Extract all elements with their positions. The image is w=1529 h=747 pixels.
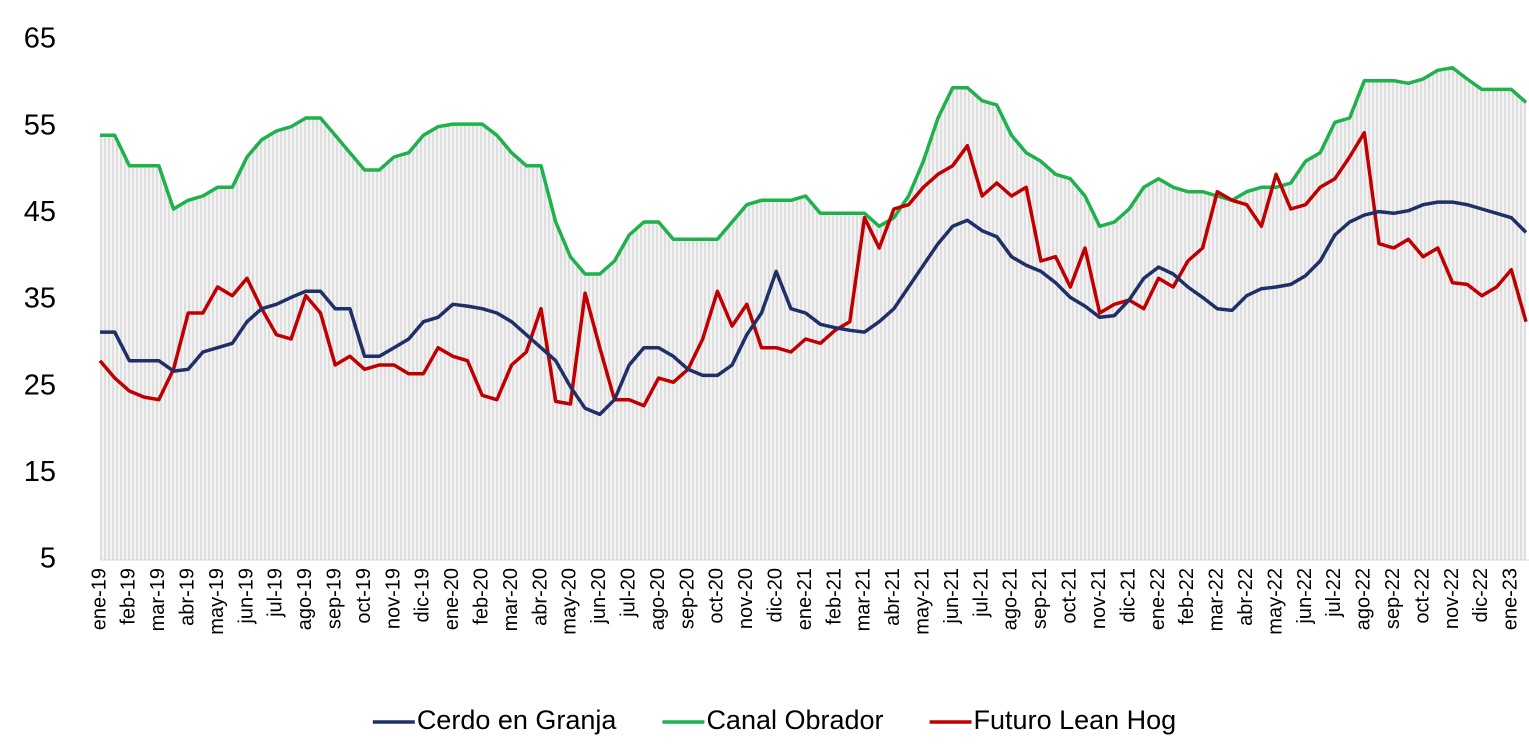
x-tick-label: ago-21 <box>1000 568 1022 630</box>
x-tick-label: ene-20 <box>441 568 463 630</box>
legend-label: Canal Obrador <box>706 705 883 735</box>
x-tick-label: feb-19 <box>118 568 140 625</box>
x-tick-label: abr-21 <box>882 568 904 626</box>
x-tick-label: mar-20 <box>500 568 522 631</box>
x-tick-label: may-19 <box>206 568 228 635</box>
series-line <box>100 65 1528 276</box>
y-tick-label: 15 <box>24 456 56 488</box>
x-tick-label: feb-22 <box>1176 568 1198 625</box>
x-tick-label: dic-21 <box>1117 568 1139 622</box>
x-tick-label: jul-20 <box>618 568 640 618</box>
series-line <box>100 200 1528 417</box>
x-tick-label: oct-19 <box>353 568 375 624</box>
x-tick-label: ene-22 <box>1147 568 1169 630</box>
x-tick-label: may-22 <box>1264 568 1286 635</box>
x-tick-label: jun-22 <box>1294 568 1316 625</box>
legend-label: Cerdo en Granja <box>417 705 618 735</box>
x-tick-label: mar-19 <box>147 568 169 631</box>
x-tick-label: dic-19 <box>412 568 434 622</box>
x-tick-label: jul-19 <box>265 568 287 618</box>
x-tick-label: jun-21 <box>941 568 963 625</box>
x-tick-label: ago-19 <box>294 568 316 630</box>
x-tick-label: ene-23 <box>1500 568 1522 630</box>
x-tick-label: jul-21 <box>970 568 992 618</box>
x-tick-label: nov-20 <box>735 568 757 629</box>
y-tick-label: 55 <box>24 109 56 141</box>
x-tick-label: jun-20 <box>588 568 610 625</box>
x-tick-label: mar-22 <box>1206 568 1228 631</box>
area-fill <box>100 67 1526 560</box>
x-tick-label: ago-20 <box>647 568 669 630</box>
x-tick-label: abr-22 <box>1235 568 1257 626</box>
x-tick-label: ene-21 <box>794 568 816 630</box>
x-tick-label: sep-19 <box>323 568 345 629</box>
legend: Cerdo en Granja Canal Obrador Futuro Lean … <box>372 705 1177 735</box>
legend-label: Futuro Lean Hog <box>974 705 1177 735</box>
x-tick-label: dic-22 <box>1470 568 1492 622</box>
x-tick-label: oct-20 <box>706 568 728 624</box>
x-tick-label: jul-22 <box>1323 568 1345 618</box>
x-tick-label: oct-21 <box>1059 568 1081 624</box>
x-tick-label: sep-22 <box>1382 568 1404 629</box>
x-tick-label: oct-22 <box>1411 568 1433 624</box>
x-tick-label: nov-21 <box>1088 568 1110 629</box>
x-tick-label: feb-20 <box>471 568 493 625</box>
x-tick-label: sep-21 <box>1029 568 1051 629</box>
x-tick-label: abr-20 <box>529 568 551 626</box>
x-tick-label: ene-19 <box>88 568 110 630</box>
series-line <box>98 130 1528 408</box>
x-tick-label: jun-19 <box>235 568 257 625</box>
y-tick-label: 25 <box>24 369 56 401</box>
y-tick-label: 35 <box>24 283 56 315</box>
y-tick-label: 45 <box>24 196 56 228</box>
x-tick-label: feb-21 <box>823 568 845 625</box>
x-tick-label: may-20 <box>559 568 581 635</box>
x-tick-label: dic-20 <box>765 568 787 622</box>
x-tick-label: ago-22 <box>1353 568 1375 630</box>
x-tick-label: mar-21 <box>853 568 875 631</box>
y-tick-label: 65 <box>24 23 56 55</box>
x-tick-label: may-21 <box>912 568 934 635</box>
x-tick-label: abr-19 <box>176 568 198 626</box>
x-tick-label: sep-20 <box>676 568 698 629</box>
x-tick-label: nov-19 <box>382 568 404 629</box>
y-tick-label: 5 <box>40 543 56 575</box>
x-tick-label: nov-22 <box>1441 568 1463 629</box>
